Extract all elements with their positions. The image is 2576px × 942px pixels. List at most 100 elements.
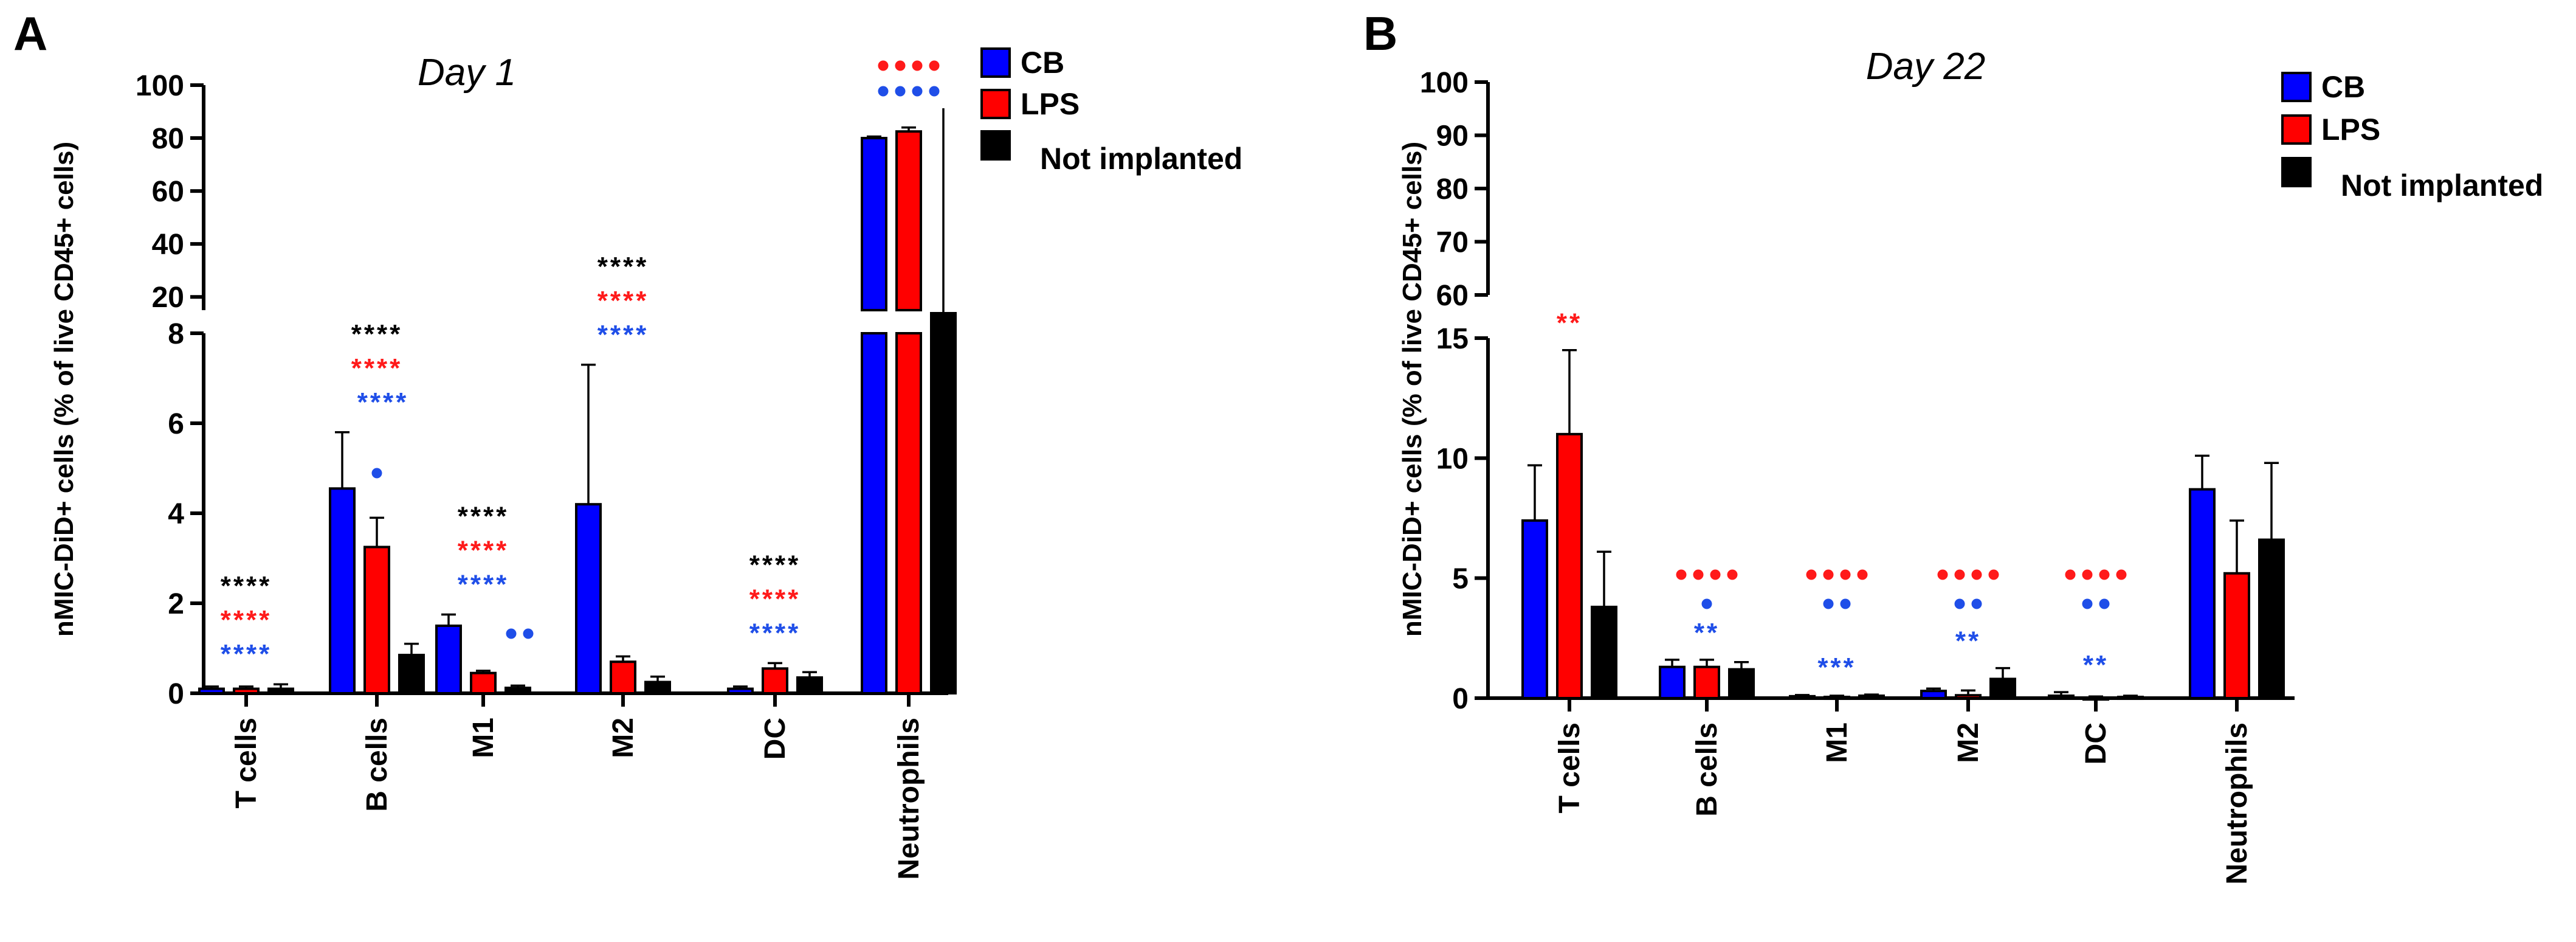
bar — [1693, 665, 1720, 700]
chart-title: Day 1 — [418, 52, 516, 94]
significance-dot — [1954, 598, 1965, 609]
legend-swatch — [980, 130, 1011, 161]
significance-dot — [878, 86, 889, 97]
x-tick-label: DC — [759, 718, 791, 760]
bar — [2258, 538, 2285, 700]
x-tick-label: T cells — [230, 718, 263, 808]
bar — [267, 687, 294, 694]
y-tick-label: 70 — [1436, 227, 1469, 259]
significance-dot — [371, 468, 382, 479]
significance-dot — [2099, 569, 2110, 580]
panel-a: A Day 1 nMIC-DiD+ cells (% of live CD45+ c… — [13, 7, 1242, 880]
bar — [1556, 432, 1583, 699]
y-tick-label: 15 — [1436, 323, 1469, 355]
significance-dot — [1823, 569, 1834, 580]
significance-dot — [2099, 598, 2110, 609]
bar — [1989, 677, 2016, 699]
significance-dot — [523, 628, 534, 639]
significance-stars: **** — [351, 353, 403, 383]
significance-stars: **** — [221, 571, 272, 601]
legend-label: LPS — [2321, 113, 2380, 147]
bar — [727, 687, 754, 694]
significance-dot — [1954, 569, 1965, 580]
y-tick-label: 60 — [152, 176, 184, 208]
bar — [1824, 696, 1850, 701]
legend-label: LPS — [1021, 87, 1080, 121]
bar — [644, 681, 671, 694]
x-tick-label: B cells — [361, 718, 393, 812]
bar — [895, 332, 922, 694]
chart-title: Day 22 — [1866, 46, 1985, 88]
x-tick-label: M1 — [467, 718, 500, 758]
legend-swatch — [980, 47, 1011, 78]
significance-dot — [506, 628, 517, 639]
y-tick-label: 80 — [152, 123, 184, 155]
significance-dot — [2082, 598, 2093, 609]
legend-label: Not implanted — [1040, 142, 1242, 176]
bar — [198, 687, 225, 694]
legend-label: CB — [1021, 46, 1064, 80]
x-tick-label: B cells — [1691, 722, 1723, 817]
legend-swatch — [2281, 114, 2312, 145]
bar — [1789, 694, 1816, 699]
legend-swatch — [2281, 157, 2312, 187]
x-tick-label: M2 — [1952, 722, 1985, 763]
y-tick-label: 100 — [1420, 67, 1469, 99]
legend-label: Not implanted — [2341, 168, 2543, 203]
y-tick-label: 0 — [1452, 683, 1469, 715]
bar — [233, 687, 260, 694]
significance-stars: **** — [221, 605, 272, 635]
significance-stars: **** — [598, 286, 649, 316]
significance-stars: ** — [1557, 308, 1582, 338]
significance-dot — [1971, 598, 1982, 609]
significance-stars: **** — [598, 252, 649, 282]
x-tick-label: Neutrophils — [893, 718, 925, 880]
significance-dot — [1971, 569, 1982, 580]
significance-dot — [1840, 569, 1851, 580]
significance-stars: **** — [351, 319, 403, 349]
bar — [2117, 696, 2144, 701]
y-tick-label: 8 — [168, 318, 184, 350]
significance-stars: ** — [2083, 650, 2109, 680]
significance-dot — [2082, 569, 2093, 580]
bar — [1728, 668, 1755, 700]
significance-dot — [912, 60, 923, 71]
bar — [2189, 488, 2216, 699]
panel-b: B Day 22 nMIC-DiD+ cells (% of live CD45+ … — [1363, 7, 2543, 885]
bar — [1659, 665, 1686, 700]
bar — [2082, 696, 2109, 701]
significance-dot — [1806, 569, 1817, 580]
x-tick-label: T cells — [1554, 722, 1586, 813]
bar — [861, 332, 887, 694]
significance-dot — [1701, 598, 1712, 609]
bar — [895, 130, 922, 311]
significance-dot — [1937, 569, 1948, 580]
significance-dot — [2116, 569, 2127, 580]
y-tick-label: 4 — [168, 498, 184, 530]
x-tick-label: DC — [2080, 722, 2112, 764]
bar — [470, 671, 497, 694]
panel-letter: B — [1363, 7, 1397, 60]
bar — [610, 660, 636, 694]
significance-stars: **** — [749, 550, 801, 580]
bar — [1920, 690, 1947, 700]
y-tick-label: 80 — [1436, 173, 1469, 206]
x-tick-label: M2 — [607, 718, 639, 758]
bar — [398, 654, 425, 694]
significance-dot — [1988, 569, 1999, 580]
x-tick-label: M1 — [1821, 722, 1853, 763]
y-tick-label: 10 — [1436, 443, 1469, 475]
significance-dot — [895, 60, 906, 71]
legend-swatch — [980, 89, 1011, 119]
y-tick-label: 0 — [168, 678, 184, 710]
significance-stars: **** — [221, 639, 272, 669]
significance-dot — [1676, 569, 1687, 580]
bar — [505, 687, 531, 694]
bar — [861, 137, 887, 311]
significance-dot — [895, 86, 906, 97]
y-tick-label: 5 — [1452, 563, 1469, 595]
bar — [796, 676, 823, 694]
significance-stars: **** — [357, 387, 409, 417]
bar — [435, 625, 462, 694]
bar — [2223, 572, 2250, 699]
